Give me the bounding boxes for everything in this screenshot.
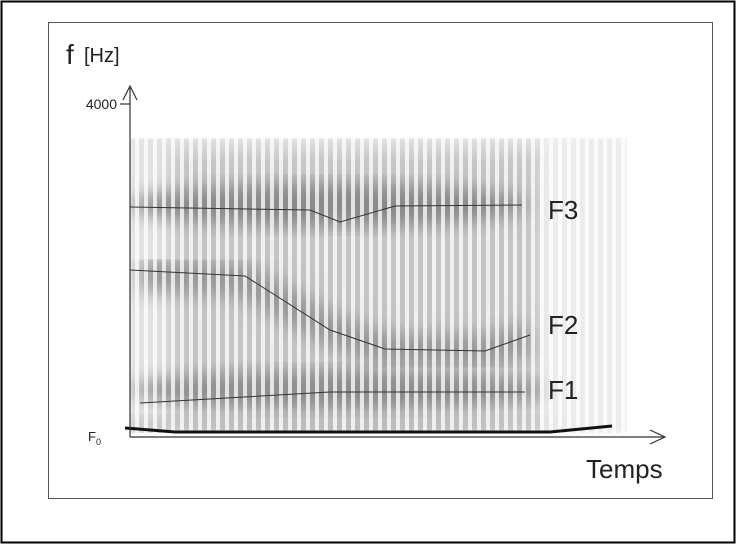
y-arrow (122, 84, 138, 101)
f0-letter: F (88, 429, 96, 444)
f0-label: F0 (88, 429, 101, 447)
x-axis-label: Temps (586, 454, 663, 484)
f0-line (124, 424, 613, 434)
f1-line (139, 391, 525, 404)
x-arrow (649, 429, 667, 445)
f2-line (129, 269, 531, 352)
f3-line (129, 204, 523, 223)
spectrogram (130, 138, 627, 433)
formant-label: F3 (548, 195, 578, 225)
y-axis-unit: [Hz] (84, 45, 120, 67)
formant-label: F1 (548, 375, 578, 405)
formant-lines (129, 204, 531, 404)
f0-subscript: 0 (96, 437, 101, 447)
y-tick-label: 4000 (86, 96, 117, 112)
axes (120, 84, 667, 445)
formant-label: F2 (548, 310, 578, 340)
y-axis-symbol: f (66, 39, 74, 70)
